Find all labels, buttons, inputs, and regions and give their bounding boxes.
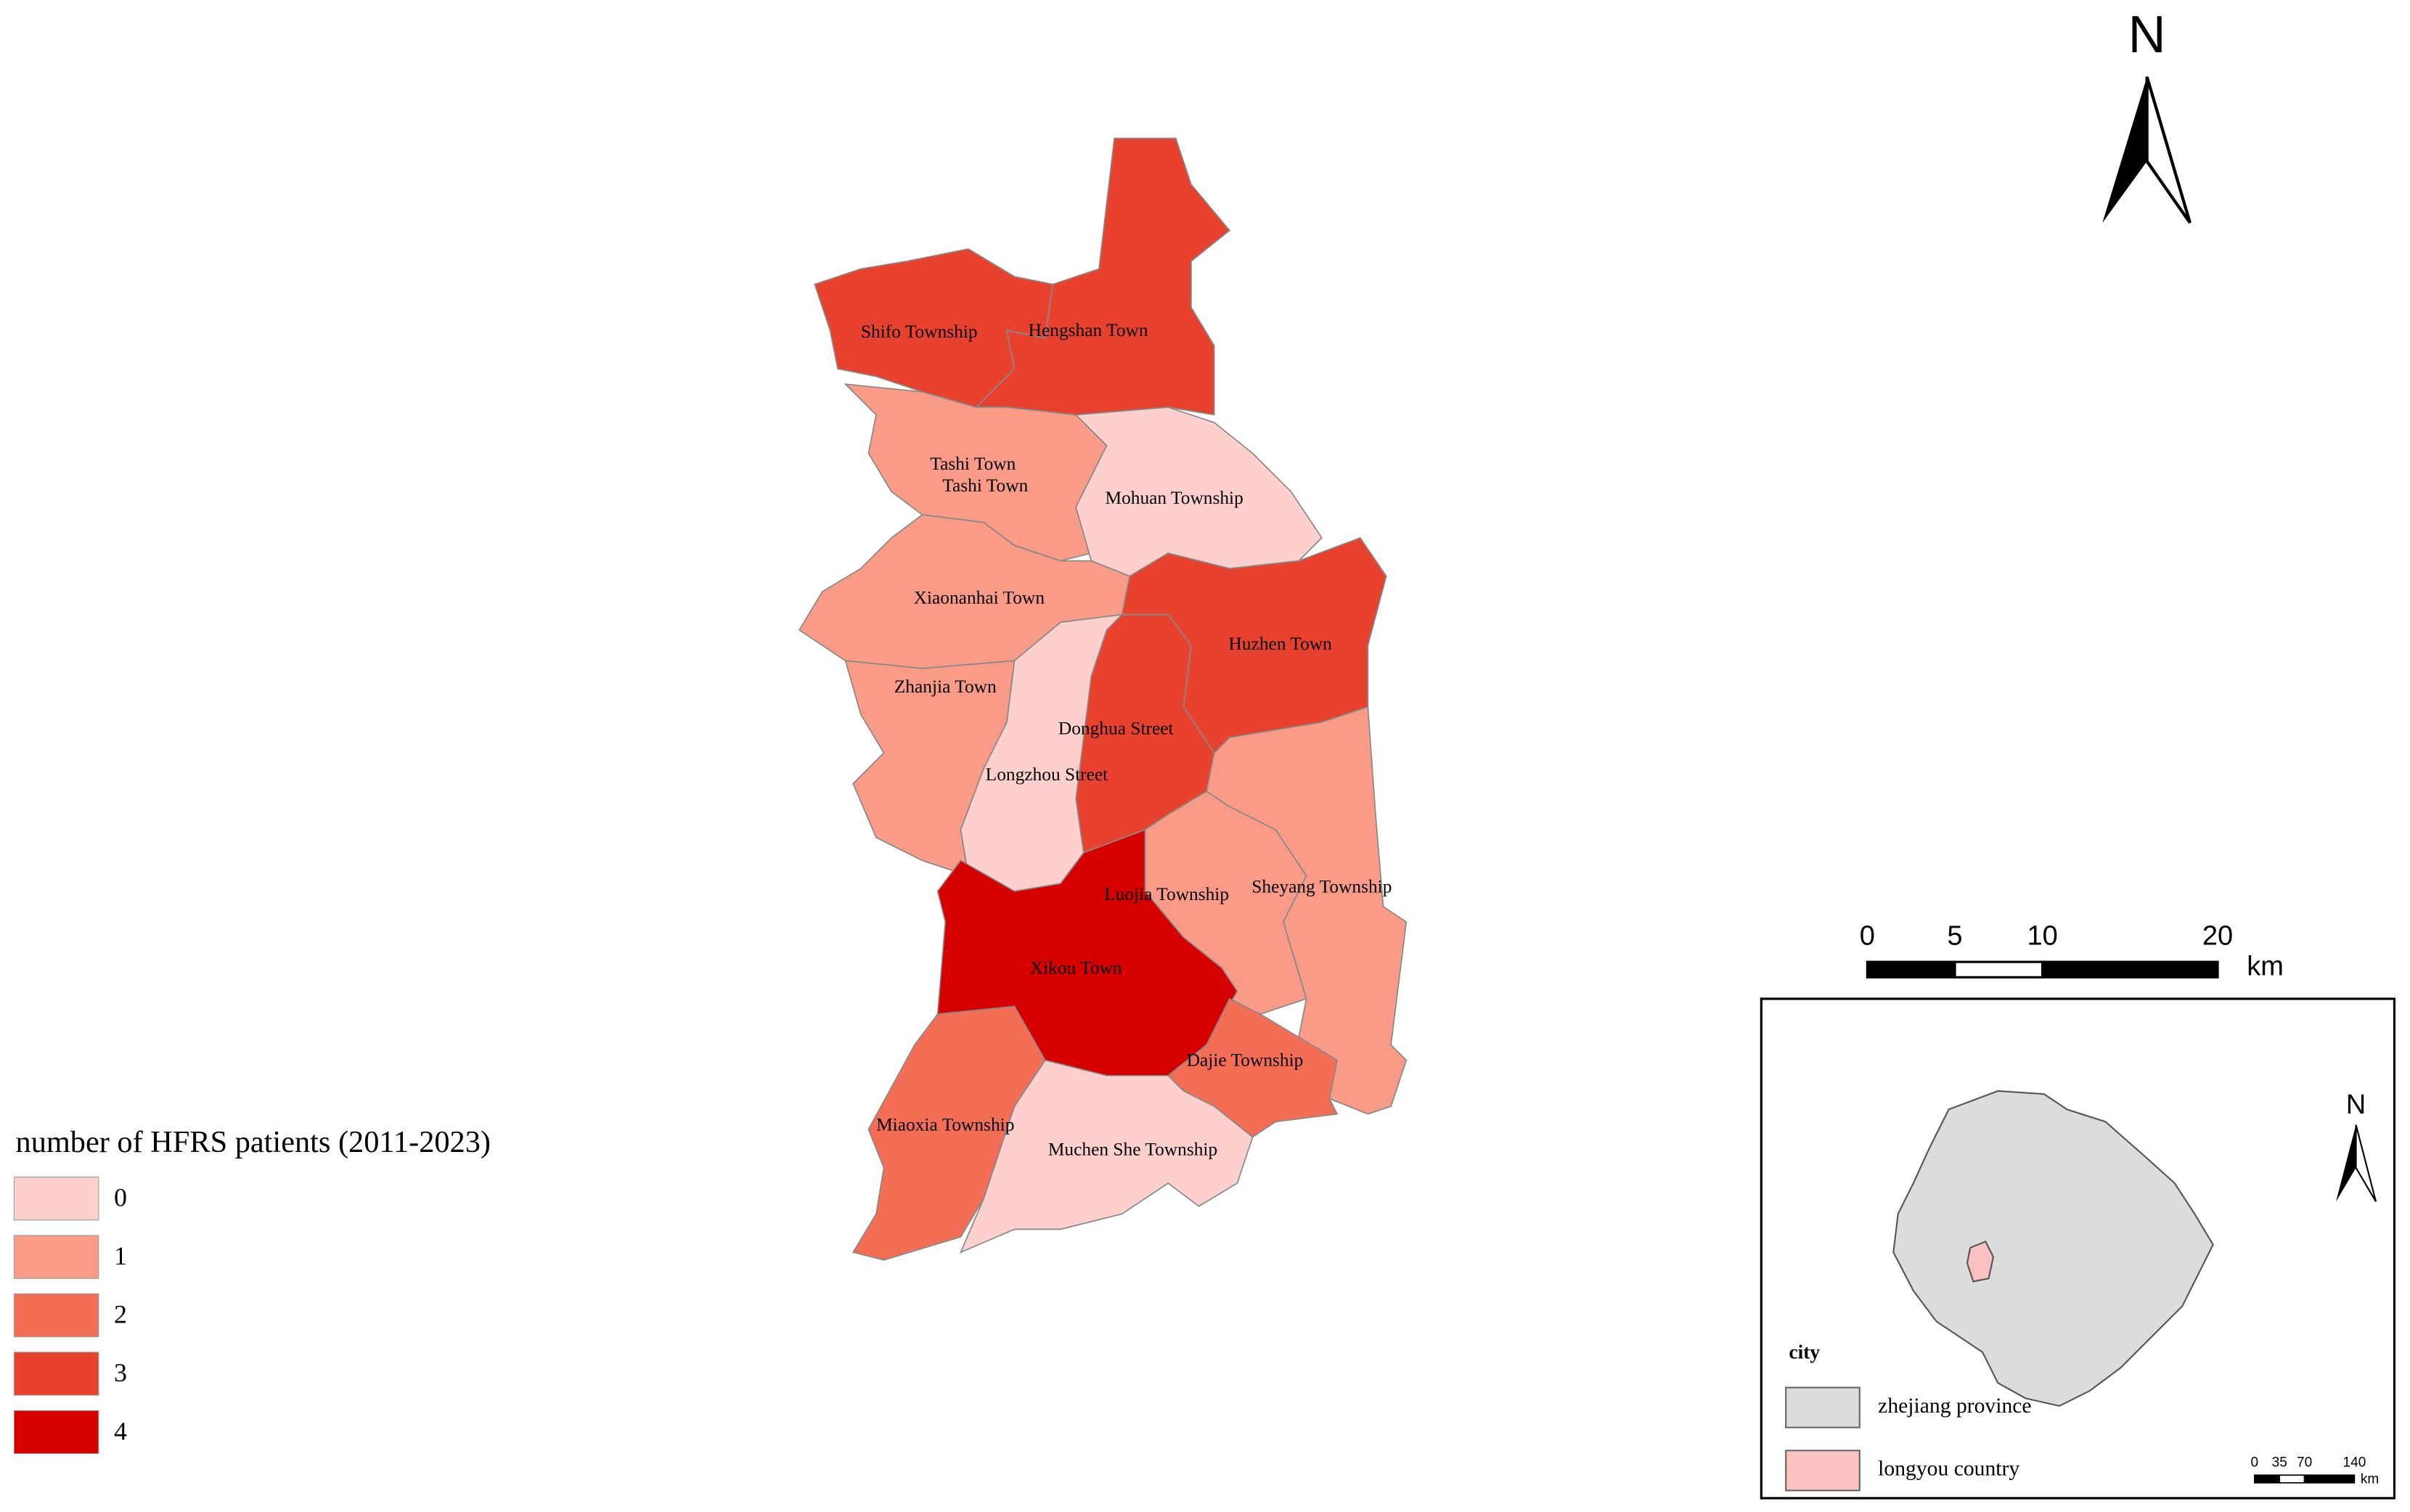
scale-segment [1953,960,2044,978]
inset-scale-segment [2253,1474,2281,1484]
inset-north-arrow [2336,1124,2356,1202]
scale-label: 20 [2202,920,2233,951]
inset-scale-segment [2279,1474,2305,1484]
legend-label: 0 [114,1183,127,1212]
inset-scale-segment [2303,1474,2356,1484]
inset-legend-label: zhejiang province [1878,1394,2031,1418]
region-label: Sheyang Township [1251,876,1392,896]
legend-swatch [13,1410,99,1455]
north-label: N [2128,6,2166,64]
inset-scale-label: 140 [2343,1455,2366,1470]
scale-label: 10 [2027,920,2058,951]
inset-scale-label: 35 [2272,1455,2287,1470]
longyou-shape [1966,1241,1995,1283]
region-label: Xiaonanhai Town [914,587,1045,608]
region-label: Miaoxia Township [876,1114,1014,1135]
region [959,1059,1254,1254]
north-arrow [2145,76,2192,224]
scale-label: 0 [1860,920,1875,951]
legend-swatch [13,1176,99,1221]
legend-swatch [13,1352,99,1396]
region-label: Muchen She Township [1048,1139,1217,1159]
scale-segment [1866,960,1956,978]
scale-label: 5 [1947,920,1962,951]
region-label: Tashi Town [942,475,1028,496]
region-label: Xikou Town [1030,958,1122,978]
inset-title: city [1789,1340,1820,1362]
region [1206,706,1408,1115]
zhejiang-shape [1892,1090,2214,1407]
inset-scale-label: 0 [2251,1455,2259,1470]
legend-swatch [13,1235,99,1279]
legend-swatch [13,1293,99,1338]
region-label: Hengshan Town [1029,320,1148,340]
inset-scale-label: 70 [2297,1455,2312,1470]
region-label: Zhanjia Town [894,677,997,697]
region-label: Luojia Township [1104,884,1229,904]
region-label: Huzhen Town [1229,634,1333,654]
legend-label: 4 [114,1416,127,1445]
inset-legend-swatch [1785,1450,1860,1492]
legend-label: 3 [114,1358,127,1387]
inset-north-arrow [2355,1124,2377,1202]
region-label: Longzhou Street [986,764,1108,785]
region-label: Mohuan Township [1106,488,1243,508]
region-label: Dajie Township [1187,1050,1304,1071]
inset-legend-swatch [1785,1386,1860,1429]
legend-label: 1 [114,1241,127,1270]
region-label: Donghua Street [1058,718,1174,738]
scale-unit: km [2247,952,2284,982]
legend-label: 2 [114,1299,127,1328]
scale-segment [2041,960,2219,978]
inset-legend-label: longyou country [1878,1458,2019,1481]
region-label: Tashi Town [930,454,1016,474]
legend-title: number of HFRS patients (2011-2023) [16,1125,491,1159]
region [844,383,1108,562]
north-arrow [2102,76,2147,223]
inset-north-label: N [2346,1090,2366,1120]
region [974,137,1231,416]
region-label: Shifo Township [861,322,978,342]
inset-scale-unit: km [2361,1472,2379,1487]
